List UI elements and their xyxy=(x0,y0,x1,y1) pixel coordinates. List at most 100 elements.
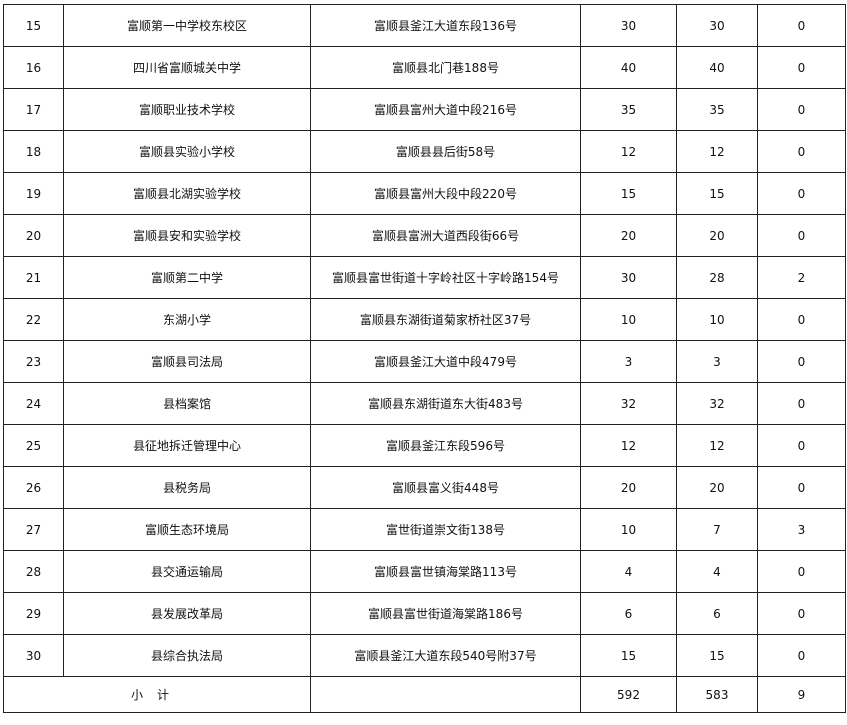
row-number-cell: 27 xyxy=(3,508,64,551)
subtotal-row: 小计 592 583 9 xyxy=(3,676,846,713)
table-row: 27 富顺生态环境局 富世街道崇文街138号 10 7 3 xyxy=(3,508,846,551)
count-1-cell: 30 xyxy=(580,256,677,299)
unit-name-cell: 富顺生态环境局 xyxy=(63,508,311,551)
subtotal-label: 小计 xyxy=(3,676,311,713)
row-number-cell: 19 xyxy=(3,172,64,215)
count-3-cell: 0 xyxy=(757,172,846,215)
count-3-cell: 0 xyxy=(757,424,846,467)
address-cell: 富顺县釜江大道东段136号 xyxy=(310,4,581,47)
count-1-cell: 15 xyxy=(580,172,677,215)
address-cell: 富顺县釜江东段596号 xyxy=(310,424,581,467)
address-cell: 富顺县富义街448号 xyxy=(310,466,581,509)
address-cell: 富顺县釜江大道中段479号 xyxy=(310,340,581,383)
count-2-cell: 15 xyxy=(676,172,758,215)
count-1-cell: 10 xyxy=(580,298,677,341)
count-1-cell: 20 xyxy=(580,466,677,509)
count-2-cell: 40 xyxy=(676,46,758,89)
table-row: 26 县税务局 富顺县富义街448号 20 20 0 xyxy=(3,466,846,509)
subtotal-count-2: 583 xyxy=(676,676,758,713)
table-row: 24 县档案馆 富顺县东湖街道东大街483号 32 32 0 xyxy=(3,382,846,425)
address-cell: 富顺县富洲大道西段街66号 xyxy=(310,214,581,257)
subtotal-count-1: 592 xyxy=(580,676,677,713)
count-1-cell: 12 xyxy=(580,130,677,173)
unit-name-cell: 富顺第二中学 xyxy=(63,256,311,299)
row-number-cell: 23 xyxy=(3,340,64,383)
table-row: 19 富顺县北湖实验学校 富顺县富州大段中段220号 15 15 0 xyxy=(3,172,846,215)
subtotal-address xyxy=(310,676,581,713)
table-row: 22 东湖小学 富顺县东湖街道菊家桥社区37号 10 10 0 xyxy=(3,298,846,341)
unit-name-cell: 县综合执法局 xyxy=(63,634,311,677)
unit-name-cell: 富顺县司法局 xyxy=(63,340,311,383)
row-number-cell: 22 xyxy=(3,298,64,341)
row-number-cell: 25 xyxy=(3,424,64,467)
count-1-cell: 12 xyxy=(580,424,677,467)
count-2-cell: 4 xyxy=(676,550,758,593)
table-row: 25 县征地拆迁管理中心 富顺县釜江东段596号 12 12 0 xyxy=(3,424,846,467)
count-3-cell: 0 xyxy=(757,592,846,635)
count-3-cell: 0 xyxy=(757,466,846,509)
table-row: 30 县综合执法局 富顺县釜江大道东段540号附37号 15 15 0 xyxy=(3,634,846,677)
unit-name-cell: 四川省富顺城关中学 xyxy=(63,46,311,89)
address-cell: 富顺县东湖街道东大街483号 xyxy=(310,382,581,425)
count-1-cell: 4 xyxy=(580,550,677,593)
subtotal-count-3: 9 xyxy=(757,676,846,713)
row-number-cell: 24 xyxy=(3,382,64,425)
count-1-cell: 30 xyxy=(580,4,677,47)
unit-name-cell: 富顺县安和实验学校 xyxy=(63,214,311,257)
count-3-cell: 0 xyxy=(757,550,846,593)
count-3-cell: 0 xyxy=(757,298,846,341)
table-row: 29 县发展改革局 富顺县富世街道海棠路186号 6 6 0 xyxy=(3,592,846,635)
table-row: 20 富顺县安和实验学校 富顺县富洲大道西段街66号 20 20 0 xyxy=(3,214,846,257)
count-2-cell: 30 xyxy=(676,4,758,47)
count-3-cell: 2 xyxy=(757,256,846,299)
count-1-cell: 40 xyxy=(580,46,677,89)
count-3-cell: 0 xyxy=(757,4,846,47)
count-3-cell: 0 xyxy=(757,214,846,257)
address-cell: 富顺县富州大段中段220号 xyxy=(310,172,581,215)
row-number-cell: 26 xyxy=(3,466,64,509)
count-2-cell: 15 xyxy=(676,634,758,677)
address-cell: 富顺县富州大道中段216号 xyxy=(310,88,581,131)
count-3-cell: 0 xyxy=(757,130,846,173)
count-2-cell: 12 xyxy=(676,130,758,173)
count-3-cell: 3 xyxy=(757,508,846,551)
count-2-cell: 20 xyxy=(676,214,758,257)
table-row: 15 富顺第一中学校东校区 富顺县釜江大道东段136号 30 30 0 xyxy=(3,4,846,47)
address-cell: 富顺县北门巷188号 xyxy=(310,46,581,89)
unit-name-cell: 县交通运输局 xyxy=(63,550,311,593)
count-2-cell: 12 xyxy=(676,424,758,467)
count-1-cell: 6 xyxy=(580,592,677,635)
unit-name-cell: 县发展改革局 xyxy=(63,592,311,635)
count-2-cell: 10 xyxy=(676,298,758,341)
row-number-cell: 21 xyxy=(3,256,64,299)
unit-name-cell: 东湖小学 xyxy=(63,298,311,341)
row-number-cell: 15 xyxy=(3,4,64,47)
row-number-cell: 20 xyxy=(3,214,64,257)
unit-name-cell: 县征地拆迁管理中心 xyxy=(63,424,311,467)
unit-name-cell: 富顺职业技术学校 xyxy=(63,88,311,131)
row-number-cell: 17 xyxy=(3,88,64,131)
address-cell: 富顺县县后街58号 xyxy=(310,130,581,173)
unit-name-cell: 县税务局 xyxy=(63,466,311,509)
unit-name-cell: 富顺第一中学校东校区 xyxy=(63,4,311,47)
count-1-cell: 32 xyxy=(580,382,677,425)
table-row: 16 四川省富顺城关中学 富顺县北门巷188号 40 40 0 xyxy=(3,46,846,89)
row-number-cell: 16 xyxy=(3,46,64,89)
count-2-cell: 6 xyxy=(676,592,758,635)
count-1-cell: 35 xyxy=(580,88,677,131)
count-2-cell: 32 xyxy=(676,382,758,425)
table-row: 17 富顺职业技术学校 富顺县富州大道中段216号 35 35 0 xyxy=(3,88,846,131)
address-cell: 富顺县东湖街道菊家桥社区37号 xyxy=(310,298,581,341)
table-row: 21 富顺第二中学 富顺县富世街道十字岭社区十字岭路154号 30 28 2 xyxy=(3,256,846,299)
address-cell: 富顺县釜江大道东段540号附37号 xyxy=(310,634,581,677)
count-2-cell: 35 xyxy=(676,88,758,131)
unit-name-cell: 富顺县北湖实验学校 xyxy=(63,172,311,215)
table-row: 23 富顺县司法局 富顺县釜江大道中段479号 3 3 0 xyxy=(3,340,846,383)
address-cell: 富世街道崇文街138号 xyxy=(310,508,581,551)
address-cell: 富顺县富世街道十字岭社区十字岭路154号 xyxy=(310,256,581,299)
count-3-cell: 0 xyxy=(757,46,846,89)
data-table: 15 富顺第一中学校东校区 富顺县釜江大道东段136号 30 30 0 16 四川省富顺城关中… xyxy=(3,4,846,713)
unit-name-cell: 县档案馆 xyxy=(63,382,311,425)
count-3-cell: 0 xyxy=(757,634,846,677)
row-number-cell: 28 xyxy=(3,550,64,593)
